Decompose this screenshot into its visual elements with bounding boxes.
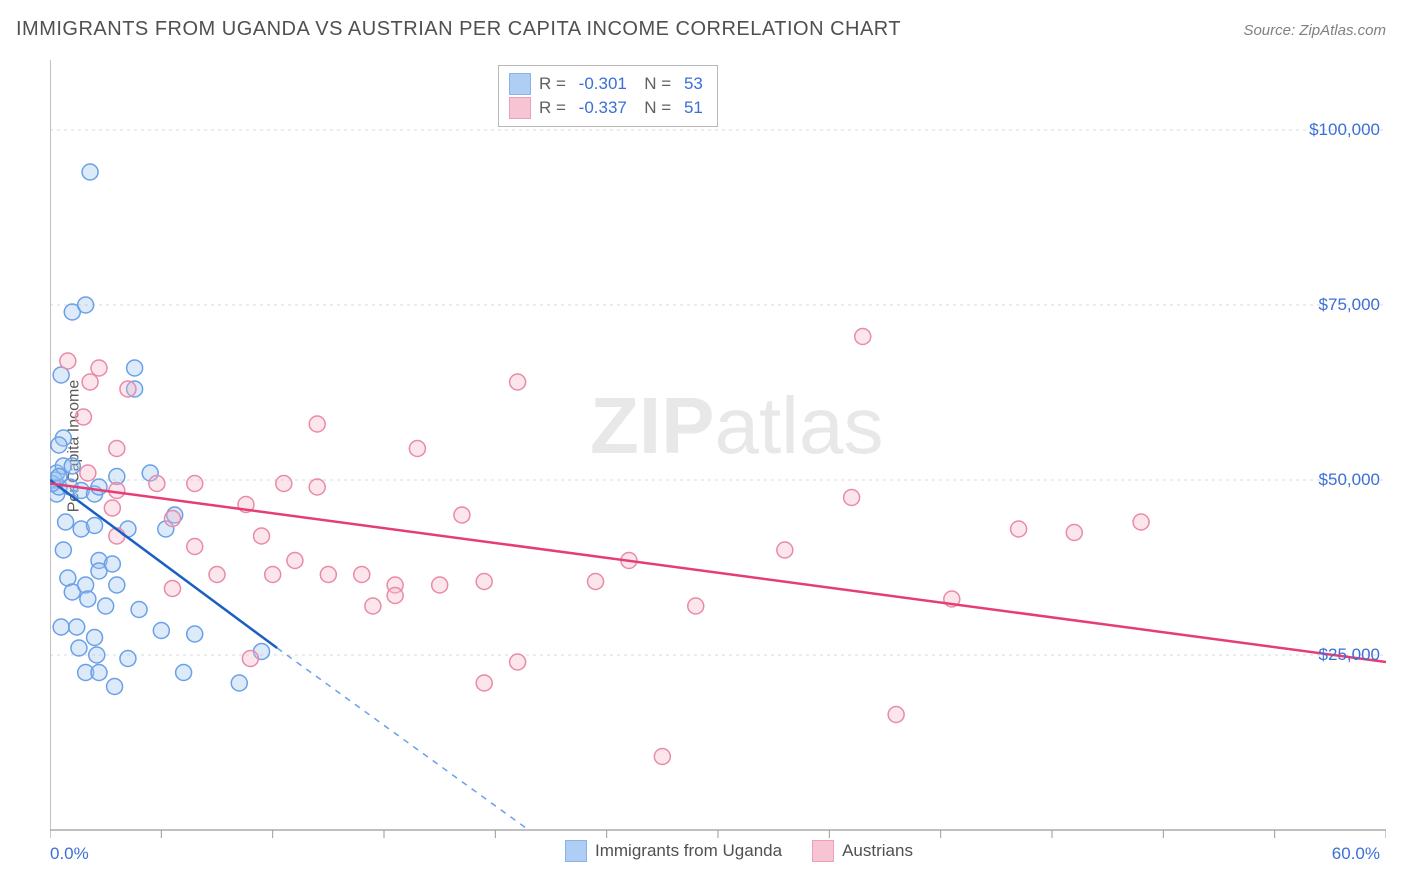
series-name: Austrians [842, 841, 913, 861]
chart-title: IMMIGRANTS FROM UGANDA VS AUSTRIAN PER C… [16, 18, 901, 41]
x-tick-start: 0.0% [50, 844, 89, 864]
plot-area: ZIPatlas R = -0.301 N = 53R = -0.337 N =… [50, 60, 1386, 830]
series-name: Immigrants from Uganda [595, 841, 782, 861]
legend-swatch [509, 97, 531, 119]
stat-n-label: N = [635, 72, 676, 96]
y-tick-label: $25,000 [1319, 645, 1380, 665]
chart-svg [50, 60, 1386, 890]
y-tick-label: $100,000 [1309, 120, 1380, 140]
stat-r-label: R = [539, 72, 571, 96]
series-legend: Immigrants from Uganda Austrians [565, 840, 913, 862]
chart-source: Source: ZipAtlas.com [1243, 22, 1386, 39]
stat-r-value: -0.301 [579, 72, 627, 96]
x-tick-end: 60.0% [1332, 844, 1380, 864]
legend-swatch [565, 840, 587, 862]
y-tick-label: $75,000 [1319, 295, 1380, 315]
stat-r-value: -0.337 [579, 96, 627, 120]
stats-row: R = -0.301 N = 53 [509, 72, 703, 96]
stat-n-value: 53 [684, 72, 703, 96]
series-legend-item: Austrians [812, 840, 913, 862]
stat-r-label: R = [539, 96, 571, 120]
legend-swatch [812, 840, 834, 862]
stat-n-value: 51 [684, 96, 703, 120]
stats-legend: R = -0.301 N = 53R = -0.337 N = 51 [498, 65, 718, 127]
y-tick-label: $50,000 [1319, 470, 1380, 490]
legend-swatch [509, 73, 531, 95]
series-legend-item: Immigrants from Uganda [565, 840, 782, 862]
stat-n-label: N = [635, 96, 676, 120]
stats-row: R = -0.337 N = 51 [509, 96, 703, 120]
chart-container: IMMIGRANTS FROM UGANDA VS AUSTRIAN PER C… [0, 0, 1406, 892]
